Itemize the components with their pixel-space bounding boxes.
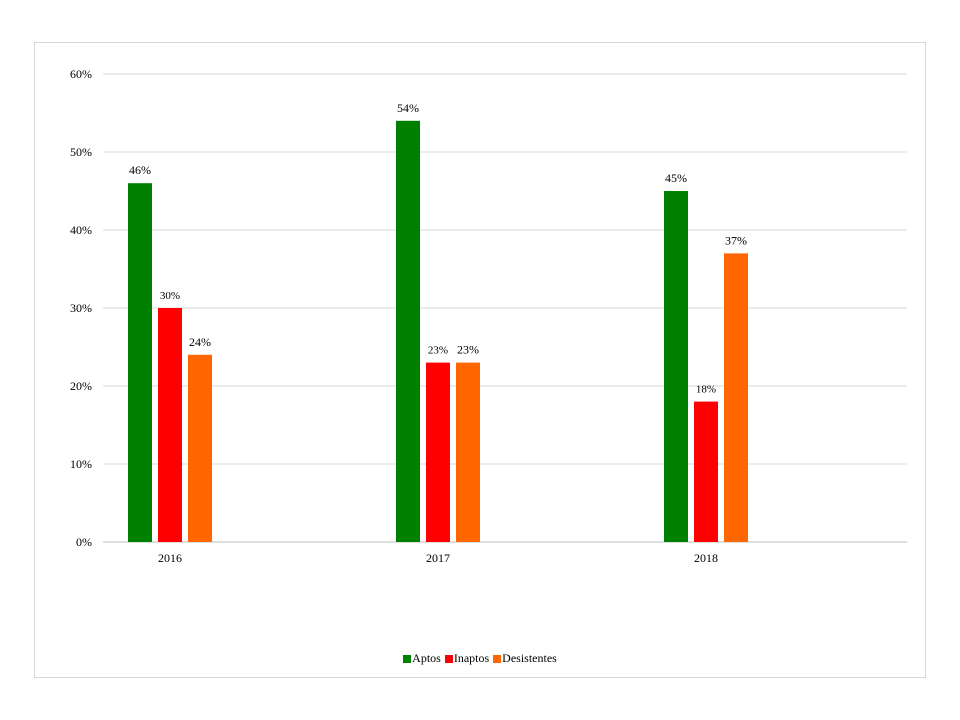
data-label: 24% [189, 335, 211, 349]
y-tick-label: 30% [70, 301, 92, 315]
bar-inaptos-2016 [158, 308, 182, 542]
bar-desistentes-2018 [724, 253, 748, 542]
bar-aptos-2017 [396, 120, 420, 543]
x-tick-label: 2016 [158, 551, 182, 565]
y-tick-label: 0% [76, 535, 92, 549]
legend-item-inaptos: Inaptos [444, 651, 490, 666]
bar-aptos-2016 [128, 183, 152, 542]
chart-frame [34, 42, 926, 678]
data-label: 23% [428, 345, 448, 357]
data-label: 54% [397, 101, 419, 115]
legend-swatch-inaptos [444, 654, 453, 663]
bar-inaptos-2018 [694, 401, 718, 542]
bar-aptos-2018 [664, 191, 688, 542]
legend-label-inaptos: Inaptos [453, 651, 490, 665]
bar-desistentes-2016 [188, 354, 212, 542]
legend: Aptos Inaptos Desistentes [0, 651, 960, 666]
data-label: 37% [725, 233, 747, 247]
legend-item-aptos: Aptos [403, 651, 441, 666]
data-label: 23% [457, 343, 479, 357]
data-label: 30% [160, 290, 180, 302]
bar-desistentes-2017 [456, 362, 480, 542]
x-tick-label: 2017 [426, 551, 450, 565]
y-tick-label: 50% [70, 145, 92, 159]
data-label: 18% [696, 384, 716, 396]
bar-inaptos-2017 [426, 362, 450, 542]
legend-swatch-desistentes [493, 654, 502, 663]
legend-item-desistentes: Desistentes [493, 651, 557, 666]
data-label: 46% [129, 163, 151, 177]
y-tick-label: 20% [70, 379, 92, 393]
data-label: 45% [665, 171, 687, 185]
y-tick-label: 10% [70, 457, 92, 471]
y-tick-label: 60% [70, 67, 92, 81]
legend-label-aptos: Aptos [412, 651, 441, 665]
y-tick-label: 40% [70, 223, 92, 237]
x-tick-label: 2018 [694, 551, 718, 565]
legend-swatch-aptos [403, 654, 412, 663]
legend-label-desistentes: Desistentes [502, 651, 557, 665]
